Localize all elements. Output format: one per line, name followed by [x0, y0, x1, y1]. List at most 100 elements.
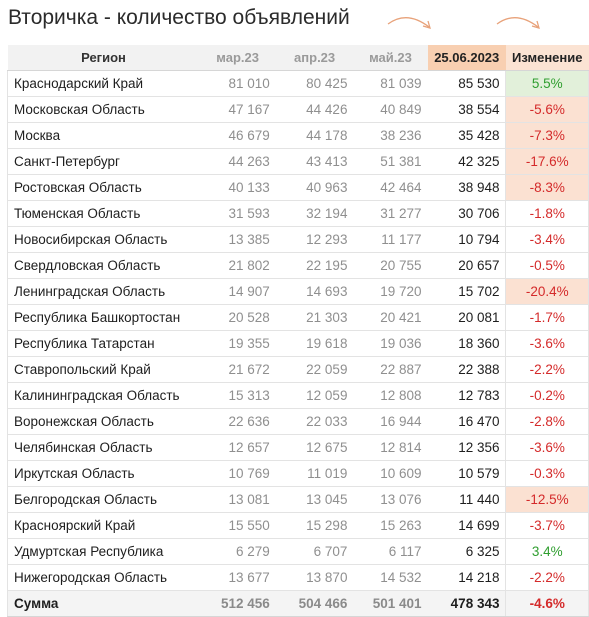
- table-row: Республика Татарстан 19 355 19 618 19 036 18…: [6, 330, 589, 357]
- cell-region: Свердловская Область: [6, 252, 200, 279]
- cell-change: -2.2%: [505, 564, 589, 591]
- table-row: Удмуртская Республика 6 279 6 707 6 117 6 32…: [6, 538, 589, 565]
- table-row: Санкт-Петербург 44 263 43 413 51 381 42 325-…: [6, 148, 589, 175]
- cell-mar: 13 385: [199, 226, 276, 253]
- column-header-apr: апр.23: [275, 45, 354, 71]
- cell-apr: 19 618: [275, 330, 354, 357]
- cell-current: 22 388: [427, 356, 506, 383]
- cell-region: Нижегородская Область: [6, 564, 200, 591]
- cell-region: Челябинская Область: [6, 434, 200, 461]
- cell-current: 20 081: [427, 304, 506, 331]
- column-header-may: май.23: [353, 45, 428, 71]
- cell-may: 12 814: [353, 434, 428, 461]
- cell-change: -3.6%: [505, 434, 589, 461]
- cell-apr: 32 194: [275, 200, 354, 227]
- table-row: Свердловская Область 21 802 22 195 20 755 20…: [6, 252, 589, 279]
- cell-current: 10 794: [427, 226, 506, 253]
- table-row: Новосибирская Область 13 385 12 293 11 177 1…: [6, 226, 589, 253]
- cell-may: 15 263: [353, 512, 428, 539]
- cell-current: 15 702: [427, 278, 506, 305]
- cell-change: -3.4%: [505, 226, 589, 253]
- cell-region: Удмуртская Республика: [6, 538, 200, 565]
- cell-may: 51 381: [353, 148, 428, 175]
- page-title: Вторичка - количество объявлений: [8, 6, 350, 29]
- table-header-row: Регион мар.23 апр.23 май.23 25.06.2023 И…: [7, 45, 589, 71]
- total-mar: 512 456: [199, 590, 276, 617]
- table-row: Красноярский Край 15 550 15 298 15 263 14 69…: [6, 512, 589, 539]
- cell-mar: 46 679: [199, 122, 276, 149]
- table-row: Калининградская Область 15 313 12 059 12 80…: [6, 382, 589, 409]
- total-apr: 504 466: [275, 590, 354, 617]
- cell-change: -8.3%: [505, 174, 589, 201]
- cell-mar: 20 528: [199, 304, 276, 331]
- cell-may: 19 720: [353, 278, 428, 305]
- cell-apr: 13 870: [275, 564, 354, 591]
- cell-may: 13 076: [353, 486, 428, 513]
- cell-mar: 21 802: [199, 252, 276, 279]
- cell-current: 12 783: [427, 382, 506, 409]
- cell-apr: 40 963: [275, 174, 354, 201]
- column-header-change: Изменение: [505, 45, 589, 71]
- cell-may: 10 609: [353, 460, 428, 487]
- curved-arrow-icon: [387, 17, 431, 29]
- cell-current: 42 325: [427, 148, 506, 175]
- cell-may: 81 039: [353, 70, 428, 97]
- table-row: Московская Область 47 167 44 426 40 849 38 5…: [6, 96, 589, 123]
- cell-current: 20 657: [427, 252, 506, 279]
- cell-region: Иркутская Область: [6, 460, 200, 487]
- cell-current: 38 948: [427, 174, 506, 201]
- cell-may: 20 421: [353, 304, 428, 331]
- cell-mar: 21 672: [199, 356, 276, 383]
- cell-region: Республика Татарстан: [6, 330, 200, 357]
- cell-apr: 12 059: [275, 382, 354, 409]
- cell-region: Санкт-Петербург: [6, 148, 200, 175]
- table-row: Иркутская Область 10 769 11 019 10 609 10 57…: [6, 460, 589, 487]
- cell-mar: 81 010: [199, 70, 276, 97]
- cell-may: 19 036: [353, 330, 428, 357]
- cell-region: Тюменская Область: [6, 200, 200, 227]
- cell-apr: 21 303: [275, 304, 354, 331]
- cell-change: -17.6%: [505, 148, 589, 175]
- cell-region: Белгородская Область: [6, 486, 200, 513]
- cell-change: -7.3%: [505, 122, 589, 149]
- cell-region: Ставропольский Край: [6, 356, 200, 383]
- cell-mar: 15 550: [199, 512, 276, 539]
- cell-current: 30 706: [427, 200, 506, 227]
- cell-change: -3.7%: [505, 512, 589, 539]
- cell-mar: 6 279: [199, 538, 276, 565]
- table-row: Нижегородская Область 13 677 13 870 14 532 1…: [6, 564, 589, 591]
- cell-change: -3.6%: [505, 330, 589, 357]
- cell-region: Московская Область: [6, 96, 200, 123]
- cell-region: Ростовская Область: [6, 174, 200, 201]
- cell-mar: 12 657: [199, 434, 276, 461]
- cell-current: 85 530: [427, 70, 506, 97]
- total-may: 501 401: [353, 590, 428, 617]
- cell-may: 20 755: [353, 252, 428, 279]
- cell-region: Воронежская Область: [6, 408, 200, 435]
- cell-change: -0.3%: [505, 460, 589, 487]
- cell-may: 16 944: [353, 408, 428, 435]
- table-row: Краснодарский Край 81 010 80 425 81 039 85 5…: [6, 70, 589, 97]
- cell-region: Республика Башкортостан: [6, 304, 200, 331]
- cell-apr: 44 426: [275, 96, 354, 123]
- cell-current: 6 325: [427, 538, 506, 565]
- table-row: Воронежская Область 22 636 22 033 16 944 16 …: [6, 408, 589, 435]
- cell-apr: 22 059: [275, 356, 354, 383]
- total-row: Сумма 512 456 504 466 501 401 478 343 -4…: [6, 590, 589, 617]
- cell-mar: 47 167: [199, 96, 276, 123]
- cell-may: 38 236: [353, 122, 428, 149]
- cell-apr: 13 045: [275, 486, 354, 513]
- column-header-mar: мар.23: [199, 45, 276, 71]
- curved-arrow-icon: [496, 17, 540, 29]
- column-header-current: 25.06.2023: [427, 45, 506, 71]
- cell-apr: 11 019: [275, 460, 354, 487]
- table-row: Ставропольский Край 21 672 22 059 22 887 22 …: [6, 356, 589, 383]
- cell-current: 12 356: [427, 434, 506, 461]
- cell-change: 3.4%: [505, 538, 589, 565]
- total-current: 478 343: [427, 590, 506, 617]
- table-row: Ростовская Область 40 133 40 963 42 464 38 9…: [6, 174, 589, 201]
- column-header-region: Регион: [7, 45, 200, 71]
- cell-apr: 22 033: [275, 408, 354, 435]
- cell-may: 42 464: [353, 174, 428, 201]
- cell-current: 14 218: [427, 564, 506, 591]
